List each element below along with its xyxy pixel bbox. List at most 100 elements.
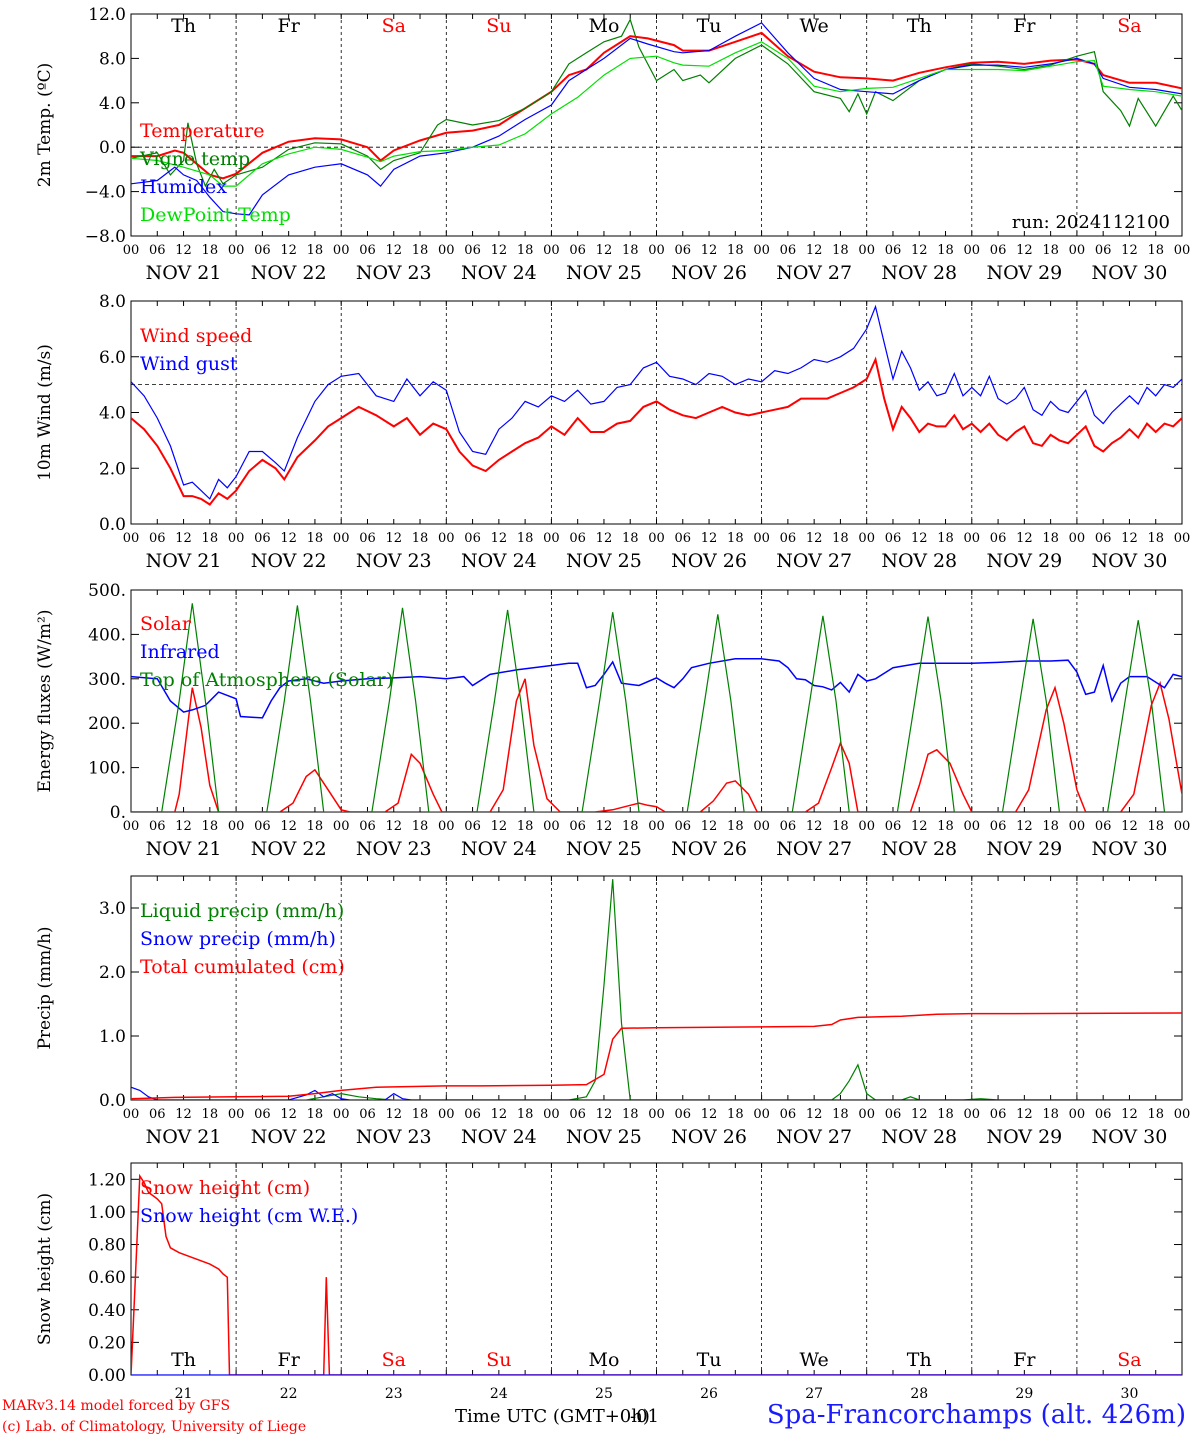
weekday-label: Fr	[278, 15, 301, 37]
hour-tick-label: 00	[438, 531, 455, 546]
hour-tick-label: 18	[412, 531, 429, 546]
y-axis-label: Precip (mm/h)	[35, 926, 55, 1049]
weekday-label: Sa	[1117, 1349, 1141, 1371]
hour-tick-label: 18	[1147, 243, 1164, 258]
hour-tick-label: 12	[596, 819, 613, 834]
hour-tick-label: 00	[753, 819, 770, 834]
y-tick-label: 2.0	[99, 459, 126, 479]
date-label: NOV 21	[146, 838, 222, 860]
day-number-label: 22	[280, 1386, 298, 1402]
date-label: NOV 27	[776, 550, 852, 572]
hour-tick-label: 12	[1121, 243, 1138, 258]
hour-tick-label: 06	[675, 819, 692, 834]
date-label: NOV 25	[566, 838, 642, 860]
legend-entry: Total cumulated (cm)	[140, 956, 345, 978]
hour-tick-label: 00	[123, 819, 140, 834]
date-label: NOV 30	[1092, 262, 1168, 284]
weekday-label: Th	[907, 1349, 932, 1371]
y-tick-label: 1.00	[88, 1203, 126, 1223]
hour-tick-label: 12	[175, 531, 192, 546]
date-label: NOV 29	[986, 262, 1062, 284]
hour-tick-label: 06	[569, 819, 586, 834]
hour-tick-label: 00	[228, 819, 245, 834]
hour-tick-label: 06	[1095, 1107, 1112, 1122]
hour-tick-label: 00	[1174, 531, 1191, 546]
hour-tick-label: 12	[911, 819, 928, 834]
hour-tick-label: 12	[385, 819, 402, 834]
hour-tick-label: 18	[517, 531, 534, 546]
hour-tick-label: 18	[517, 243, 534, 258]
date-label: NOV 22	[251, 1126, 327, 1148]
hour-tick-label: 06	[885, 1107, 902, 1122]
hour-tick-label: 12	[385, 531, 402, 546]
series-line-wind-gust	[131, 304, 1182, 500]
hour-tick-label: 00	[543, 531, 560, 546]
hour-tick-label: 06	[149, 819, 166, 834]
weekday-label: We	[800, 15, 829, 37]
y-tick-label: 400.	[88, 625, 126, 645]
date-label: NOV 26	[671, 1126, 747, 1148]
y-tick-label: 200.	[88, 714, 126, 734]
y-tick-label: 0.20	[88, 1333, 126, 1353]
legend-entry: Humidex	[140, 176, 227, 198]
hour-tick-label: 00	[1174, 1107, 1191, 1122]
hour-tick-label: 12	[1016, 819, 1033, 834]
legend-entry: Snow height (cm)	[140, 1177, 310, 1199]
weekday-label: Sa	[382, 1349, 406, 1371]
legend-entry: Snow height (cm W.E.)	[140, 1205, 358, 1227]
hour-tick-label: 12	[806, 819, 823, 834]
hour-tick-label: 12	[1016, 531, 1033, 546]
hour-tick-label: 00	[123, 243, 140, 258]
hour-tick-label: 18	[202, 243, 219, 258]
y-tick-label: 0.	[110, 803, 126, 823]
hour-tick-label: 12	[175, 1107, 192, 1122]
hour-tick-label: 06	[1095, 819, 1112, 834]
hour-tick-label: 18	[937, 819, 954, 834]
y-tick-label: 2.0	[99, 963, 126, 983]
hour-tick-label: 18	[202, 531, 219, 546]
hour-tick-label: 00	[333, 1107, 350, 1122]
date-label: NOV 24	[461, 838, 537, 860]
hour-tick-label: 12	[806, 1107, 823, 1122]
hour-tick-label: 18	[307, 819, 324, 834]
hour-tick-label: 12	[1121, 819, 1138, 834]
hour-tick-label: 18	[937, 531, 954, 546]
day-number-label: 28	[910, 1386, 928, 1402]
legend-entry: Infrared	[140, 641, 220, 663]
hour-tick-label: 18	[307, 243, 324, 258]
hour-tick-label: 06	[780, 1107, 797, 1122]
hour-tick-label: 06	[780, 819, 797, 834]
hour-tick-label: 06	[254, 243, 271, 258]
hour-tick-label: 00	[964, 1107, 981, 1122]
y-axis-label: Energy fluxes (W/m²)	[35, 610, 55, 793]
y-tick-label: 6.0	[99, 348, 126, 368]
hour-tick-label: 06	[675, 1107, 692, 1122]
hour-tick-label: 18	[622, 243, 639, 258]
date-label: NOV 30	[1092, 1126, 1168, 1148]
day-number-label: 21	[175, 1386, 193, 1402]
date-label: NOV 23	[356, 262, 432, 284]
hour-tick-label: 06	[464, 1107, 481, 1122]
y-tick-label: 1.0	[99, 1027, 126, 1047]
hour-tick-label: 06	[885, 531, 902, 546]
y-tick-label: 0.60	[88, 1268, 126, 1288]
hour-tick-label: 18	[517, 1107, 534, 1122]
hour-tick-label: 00	[1069, 531, 1086, 546]
hour-tick-label: 12	[701, 1107, 718, 1122]
x-axis-label-overlap: -01	[630, 1406, 659, 1427]
hour-tick-label: 06	[990, 243, 1007, 258]
y-tick-label: 0.0	[99, 1091, 126, 1111]
y-tick-label: 0.0	[99, 515, 126, 535]
hour-tick-label: 00	[858, 1107, 875, 1122]
hour-tick-label: 18	[727, 819, 744, 834]
date-label: NOV 28	[881, 1126, 957, 1148]
weekday-label: Sa	[1117, 15, 1141, 37]
hour-tick-label: 12	[1016, 1107, 1033, 1122]
weekday-label: Tu	[697, 15, 722, 37]
hour-tick-label: 18	[202, 1107, 219, 1122]
lab-credit: (c) Lab. of Climatology, University of L…	[2, 1419, 307, 1435]
hour-tick-label: 12	[1016, 243, 1033, 258]
hour-tick-label: 12	[806, 531, 823, 546]
date-label: NOV 29	[986, 550, 1062, 572]
